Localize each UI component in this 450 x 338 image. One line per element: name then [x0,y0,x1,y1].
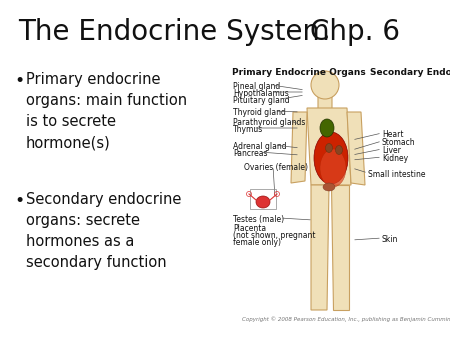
Polygon shape [331,185,349,310]
FancyBboxPatch shape [318,95,332,109]
Text: Adrenal gland: Adrenal gland [233,142,287,151]
Polygon shape [291,112,307,183]
Polygon shape [347,112,365,185]
Polygon shape [307,108,351,185]
Text: Kidney: Kidney [382,154,408,163]
Ellipse shape [336,145,342,154]
Text: Copyright © 2008 Pearson Education, Inc., publishing as Benjamin Cummings: Copyright © 2008 Pearson Education, Inc.… [242,316,450,322]
Text: Ovaries (female): Ovaries (female) [244,163,308,172]
Text: Primary Endocrine Organs: Primary Endocrine Organs [232,68,366,77]
Text: Skin: Skin [382,235,398,244]
Text: •: • [14,192,24,210]
Text: Pancreas: Pancreas [233,149,267,158]
Text: Stomach: Stomach [382,138,416,147]
Text: Placenta: Placenta [233,224,266,233]
Ellipse shape [320,119,334,137]
Ellipse shape [256,196,270,208]
Ellipse shape [320,149,346,187]
Text: Small intestine: Small intestine [368,170,426,179]
Text: Liver: Liver [382,146,401,155]
Text: Secondary endocrine
organs: secrete
hormones as a
secondary function: Secondary endocrine organs: secrete horm… [26,192,181,270]
Text: The Endocrine System: The Endocrine System [18,18,329,46]
Text: Secondary Endocrine Organs: Secondary Endocrine Organs [370,68,450,77]
Ellipse shape [325,144,333,152]
Text: Thyroid gland: Thyroid gland [233,108,286,117]
Text: Hypothalamus: Hypothalamus [233,89,289,98]
Text: (not shown, pregnant: (not shown, pregnant [233,231,315,240]
Text: Primary endocrine
organs: main function
is to secrete
hormone(s): Primary endocrine organs: main function … [26,72,187,150]
Text: Pineal gland: Pineal gland [233,82,280,91]
Text: Chp. 6: Chp. 6 [310,18,400,46]
Text: Thymus: Thymus [233,125,263,134]
Text: Parathyroid glands: Parathyroid glands [233,118,306,127]
Text: female only): female only) [233,238,281,247]
Ellipse shape [314,132,348,184]
Text: •: • [14,72,24,90]
Ellipse shape [323,183,335,191]
Text: Testes (male): Testes (male) [233,215,284,224]
Text: Heart: Heart [382,130,404,139]
Ellipse shape [311,71,339,99]
Text: Pituitary gland: Pituitary gland [233,96,290,105]
Polygon shape [311,185,329,310]
